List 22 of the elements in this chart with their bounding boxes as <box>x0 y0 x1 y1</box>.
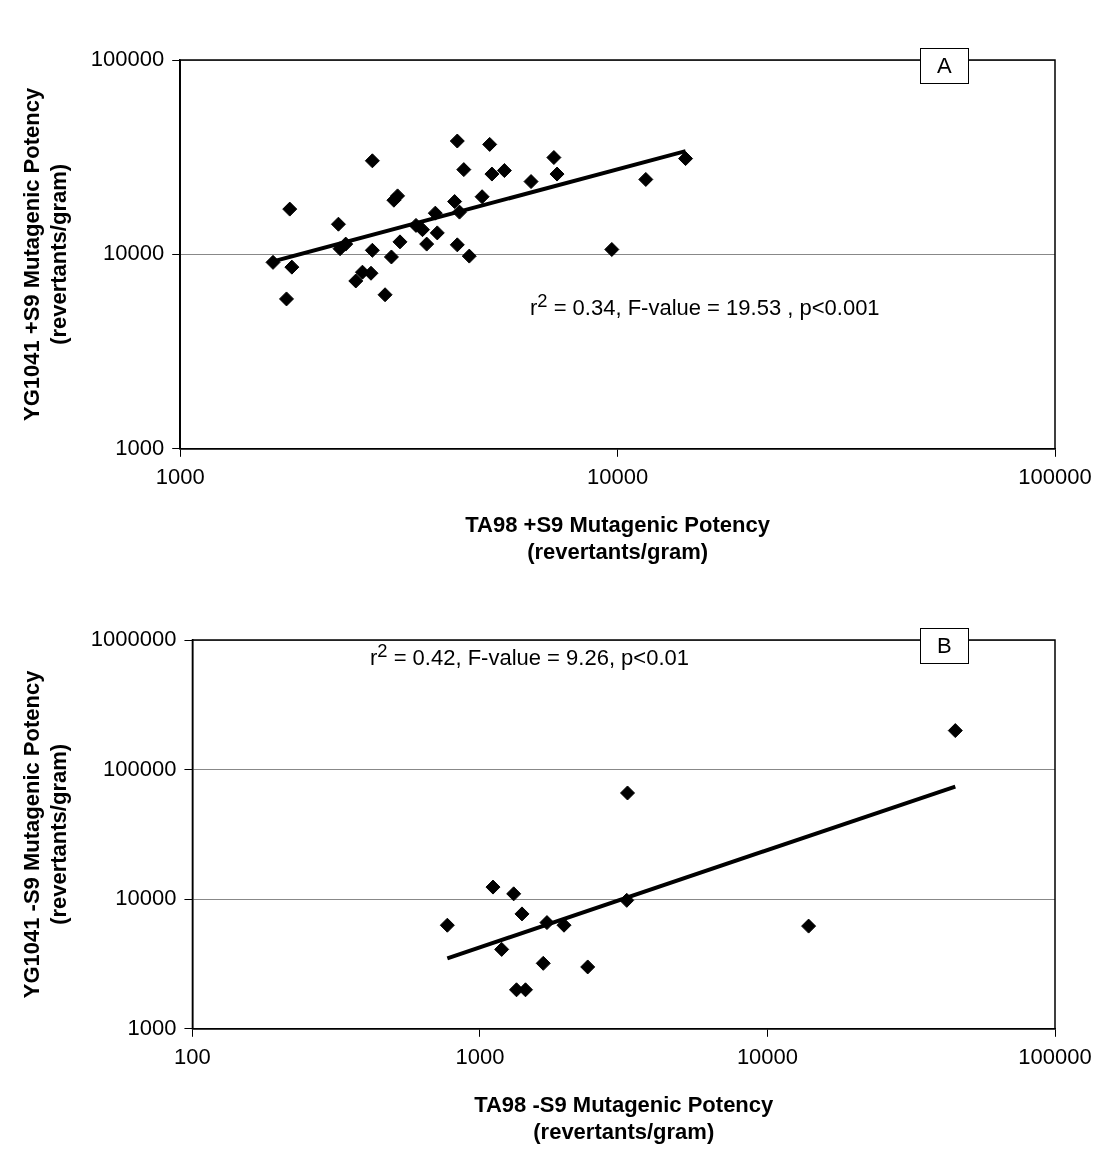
y-axis-title: YG1041 -S9 Mutagenic Potency (revertants/gram) <box>19 669 71 999</box>
x-axis-title: TA98 -S9 Mutagenic Potency (revertants/gram) <box>474 1092 775 1144</box>
x-tick-label: 100 <box>174 1044 211 1070</box>
x-tick-label: 100000 <box>1018 464 1092 490</box>
x-tick-label: 1000 <box>455 1044 505 1070</box>
y-tick-label: 10000 <box>103 240 165 266</box>
y-tick-label: 1000 <box>115 434 165 460</box>
y-tick-label: 100000 <box>90 46 165 72</box>
x-tick-label: 100000 <box>1018 1044 1092 1070</box>
annotation: A <box>920 48 969 84</box>
annotation: r$^{2}$ = 0.34, F-value = 19.53 , p<0.001 <box>530 290 880 322</box>
y-tick-label: 10000 <box>115 885 177 911</box>
x-tick-label: 10000 <box>587 464 649 490</box>
y-tick-label: 1000000 <box>90 626 177 652</box>
annotation: r$^{2}$ = 0.42, F-value = 9.26, p<0.01 <box>370 640 690 672</box>
y-axis-title: YG1041 +S9 Mutagenic Potency (revertants/gram) <box>19 87 71 421</box>
y-tick-label: 100000 <box>103 755 177 781</box>
x-axis-title: TA98 +S9 Mutagenic Potency (revertants/gram) <box>465 512 771 564</box>
annotation: B <box>920 628 969 664</box>
y-tick-label: 1000 <box>127 1014 177 1040</box>
x-tick-label: 1000 <box>155 464 205 490</box>
x-tick-label: 10000 <box>736 1044 799 1070</box>
